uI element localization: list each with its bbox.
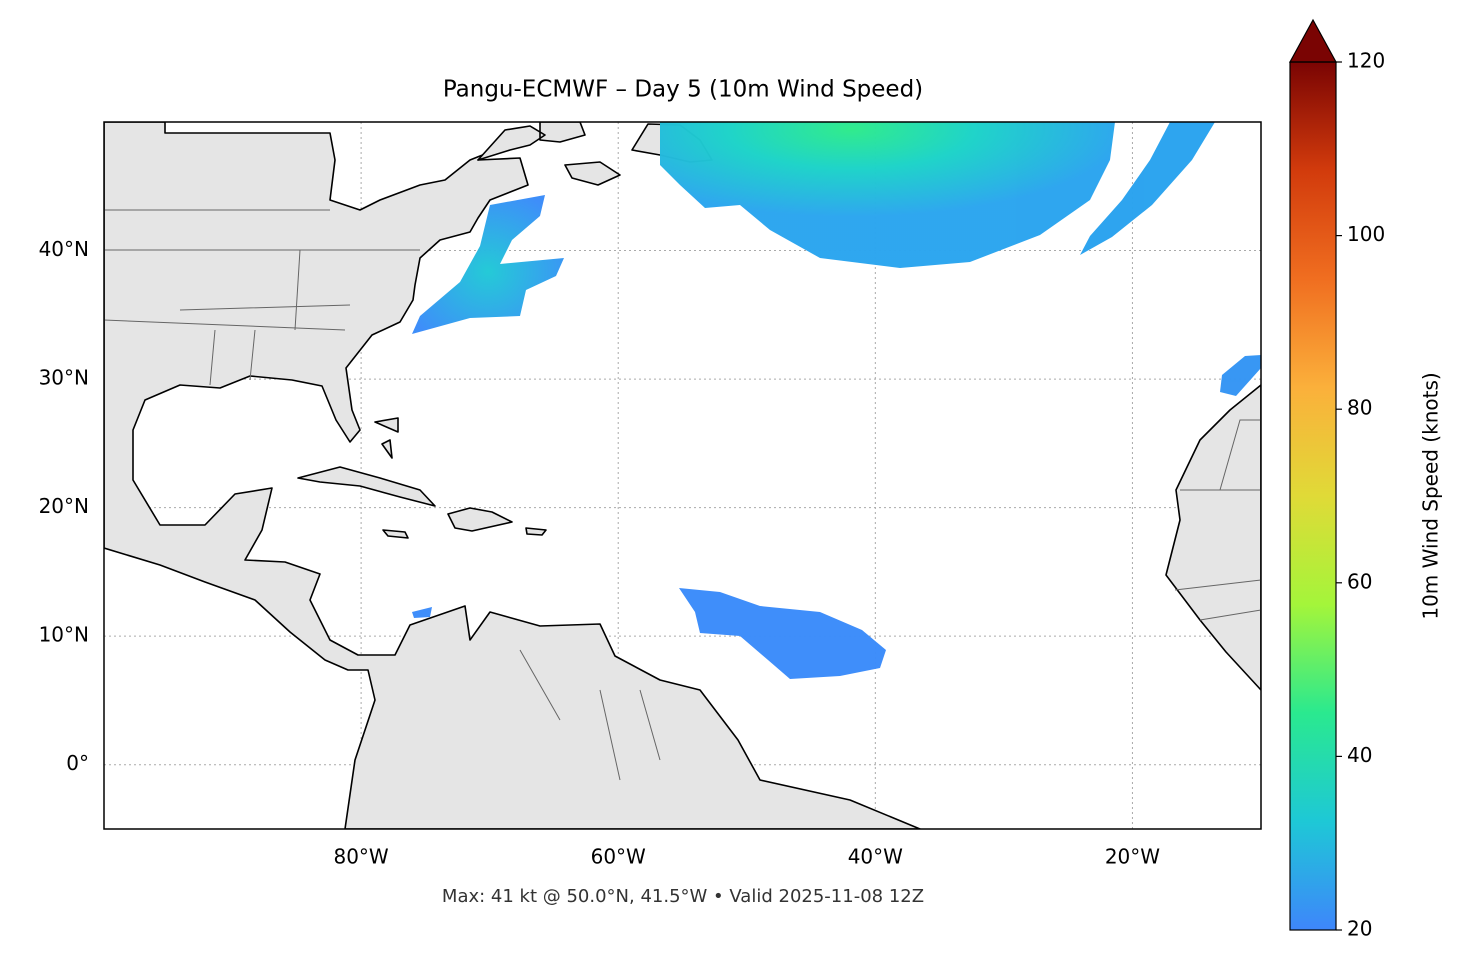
wind-field	[412, 122, 1261, 679]
footnote: Max: 41 kt @ 50.0°N, 41.5°W • Valid 2025…	[442, 886, 924, 907]
colorbar-tick-label: 80	[1347, 396, 1372, 420]
wind-region-tropical	[679, 588, 886, 679]
colorbar-tick-label: 100	[1347, 222, 1385, 246]
wind-region-arc	[1080, 122, 1215, 255]
y-tick-label: 20°N	[39, 494, 89, 518]
plot-frame	[103, 121, 1262, 830]
wind-region-north	[660, 122, 1115, 268]
colorbar-extension	[1288, 18, 1338, 63]
land-cuba	[297, 466, 436, 507]
y-tick-label: 40°N	[39, 237, 89, 261]
chart-title: Pangu-ECMWF – Day 5 (10m Wind Speed)	[443, 77, 923, 103]
x-tick-label: 60°W	[591, 845, 646, 869]
x-tick-label: 20°W	[1105, 845, 1160, 869]
map-layer	[104, 122, 1261, 829]
colorbar: 20 40 60 80 100 120 10m Wind Speed (knots)	[1288, 18, 1443, 941]
x-tick-label: 80°W	[333, 845, 388, 869]
y-tick-label: 30°N	[39, 366, 89, 390]
colorbar-tick-label: 120	[1347, 49, 1385, 73]
land-jamaica	[382, 529, 409, 539]
land-canada-east	[477, 122, 621, 186]
colorbar-gradient	[1290, 62, 1336, 930]
land-americas	[104, 122, 921, 829]
colorbar-tick-label: 60	[1347, 569, 1372, 593]
colorbar-label: 10m Wind Speed (knots)	[1419, 372, 1443, 619]
wind-region-africa	[1220, 355, 1261, 396]
land-bahamas	[374, 417, 399, 459]
land-africa	[1165, 384, 1261, 691]
borders	[104, 209, 1261, 781]
colorbar-tick-label: 20	[1347, 917, 1372, 941]
wind-region-coast	[412, 195, 564, 334]
land-hispaniola	[447, 507, 513, 532]
axes: 80°W 60°W 40°W 20°W 0° 10°N 20°N 30°N 40°N	[39, 237, 1161, 868]
colorbar-tick-label: 40	[1347, 743, 1372, 767]
wind-region-small	[412, 607, 432, 618]
land-puerto-rico	[525, 527, 547, 536]
y-tick-label: 0°	[66, 751, 89, 775]
colorbar-frame	[1289, 61, 1337, 931]
x-tick-label: 40°W	[848, 845, 903, 869]
y-tick-label: 10°N	[39, 623, 89, 647]
